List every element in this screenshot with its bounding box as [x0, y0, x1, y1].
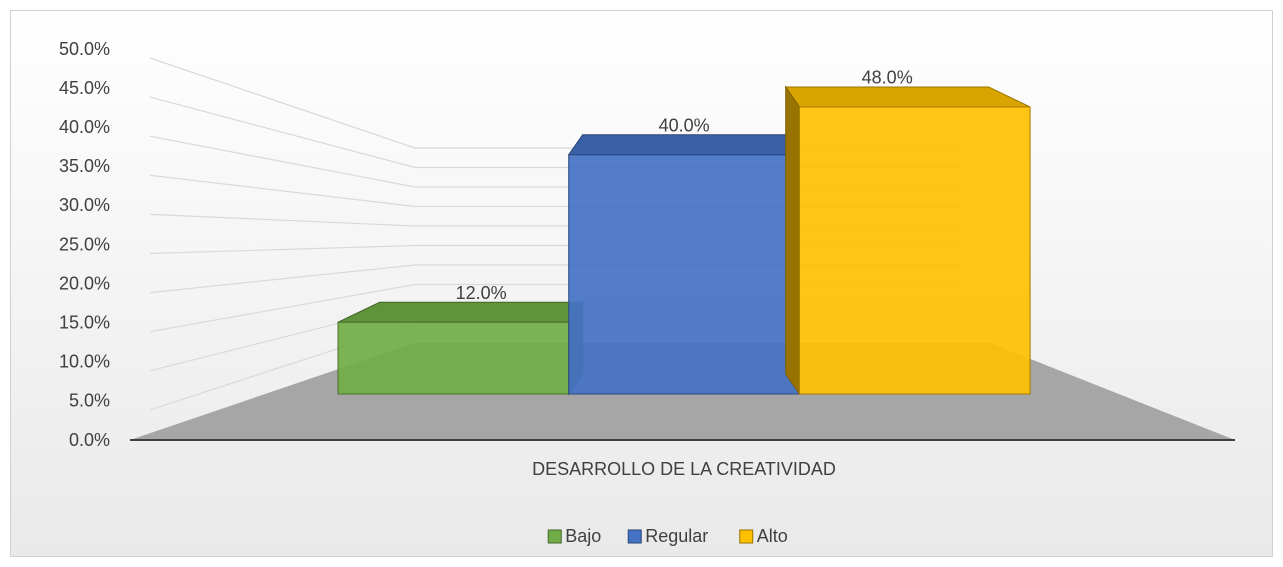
y-tick-label: 15.0%: [59, 312, 110, 332]
legend-swatch: [739, 529, 754, 544]
y-tick-label: 40.0%: [59, 117, 110, 137]
legend-label: Bajo: [565, 526, 601, 546]
data-label: 48.0%: [862, 68, 913, 88]
data-label: 40.0%: [659, 116, 710, 136]
y-tick-label: 30.0%: [59, 195, 110, 215]
y-tick-label: 50.0%: [59, 39, 110, 59]
y-tick-label: 20.0%: [59, 273, 110, 293]
y-tick-label: 5.0%: [69, 391, 110, 411]
bar-top: [337, 301, 584, 323]
bar: [337, 321, 570, 395]
legend-swatch: [627, 529, 642, 544]
y-tick-label: 45.0%: [59, 78, 110, 98]
y-tick-label: 35.0%: [59, 156, 110, 176]
bar-side: [785, 85, 800, 396]
bar-top: [784, 86, 1031, 108]
legend-label: Alto: [757, 526, 788, 546]
x-tick-label: DESARROLLO DE LA CREATIVIDAD: [532, 459, 836, 479]
bar: [798, 106, 1031, 395]
bar-top: [567, 134, 801, 156]
data-label: 12.0%: [456, 283, 507, 303]
y-tick-label: 0.0%: [69, 430, 110, 450]
y-tick-label: 10.0%: [59, 352, 110, 372]
legend-label: Regular: [645, 526, 708, 546]
y-tick-label: 25.0%: [59, 234, 110, 254]
legend-swatch: [547, 529, 562, 544]
bar: [568, 154, 800, 395]
